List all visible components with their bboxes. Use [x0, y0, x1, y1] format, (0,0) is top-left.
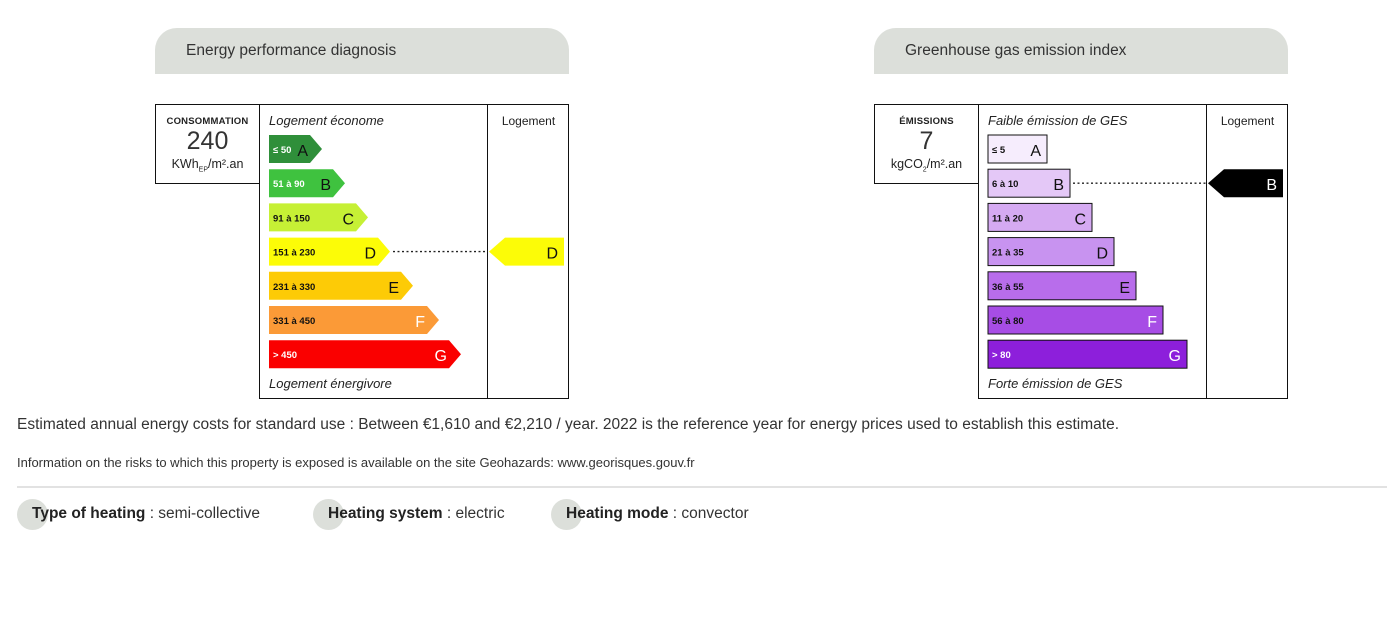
ges-rating-grid: Faible émission de GES Forte émission de… [978, 104, 1288, 399]
dpe-class-d: 151 à 230 D [269, 237, 488, 266]
dpe-bar-e [269, 271, 413, 300]
ges-class-f: 56 à 80 F [987, 305, 1164, 335]
dpe-range-label: 51 à 90 [273, 179, 305, 190]
ges-letter-label: A [1030, 143, 1041, 160]
ges-unit: kgCO2/m².an [890, 157, 963, 174]
ges-bottom-caption: Forte émission de GES [988, 376, 1123, 391]
ges-range-label: ≤ 5 [992, 145, 1006, 156]
dpe-range-label: 91 à 150 [273, 213, 310, 224]
ges-range-label: 36 à 55 [992, 282, 1024, 293]
dpe-class-a: ≤ 50 A [269, 135, 322, 163]
feature-dot [313, 499, 344, 530]
ges-class-a: ≤ 5 A [987, 134, 1048, 164]
ges-marker-arrow [1208, 169, 1283, 198]
feature-label: Heating mode [566, 505, 669, 522]
ges-bar-g [987, 339, 1188, 369]
feature-value: : semi-collective [145, 505, 260, 522]
ges-value-box: ÉMISSIONS 7 kgCO2/m².an [874, 104, 979, 184]
dpe-bar-d [269, 237, 390, 266]
dpe-panel-header: Energy performance diagnosis [155, 28, 569, 74]
dpe-column-title: Logement [501, 114, 556, 128]
dpe-class-c: 91 à 150 C [269, 203, 368, 232]
dpe-marker-letter: D [546, 246, 558, 263]
ges-column-title: Logement [1220, 114, 1275, 128]
ges-range-label: 56 à 80 [992, 316, 1024, 327]
dpe-class-e: 231 à 330 E [269, 271, 413, 300]
dpe-marker-arrow [489, 237, 564, 266]
ges-bar-a [987, 134, 1048, 164]
dpe-rating-grid: Logement économe Logement énergivore Log… [259, 104, 569, 399]
ges-class-c: 11 à 20 C [987, 202, 1093, 232]
ges-rating-bars: ≤ 5 A 6 à 10 B B 11 à 20 C 21 à 35 D 36 à 55 E 56 à… [987, 134, 1283, 369]
ges-range-label: 11 à 20 [992, 213, 1023, 224]
feature-value: : electric [442, 505, 505, 522]
dpe-value: 240 [186, 127, 229, 155]
dpe-bottom-caption: Logement énergivore [269, 376, 392, 391]
dpe-range-label: 331 à 450 [273, 316, 315, 327]
ges-marker-letter: B [1266, 177, 1277, 194]
ges-letter-label: E [1119, 280, 1130, 297]
dpe-letter-label: F [415, 314, 425, 331]
dpe-value-label: CONSOMMATION [166, 116, 249, 127]
dpe-letter-label: G [435, 348, 447, 365]
ges-bar-c [987, 202, 1093, 232]
ges-column-divider [1206, 105, 1207, 398]
ges-letter-label: C [1074, 211, 1086, 228]
dpe-rating-bars: ≤ 50 A 51 à 90 B 91 à 150 C 151 à 230 D D 231 à 3… [269, 135, 564, 369]
feature-value: : convector [668, 505, 749, 522]
risk-information: Information on the risks to which this p… [17, 455, 695, 470]
ges-letter-label: D [1096, 246, 1108, 263]
dpe-letter-label: B [320, 177, 331, 194]
dpe-bar-g [269, 340, 461, 369]
ges-range-label: > 80 [992, 350, 1011, 361]
dpe-top-caption: Logement économe [269, 113, 384, 128]
ges-class-e: 36 à 55 E [987, 271, 1137, 301]
dpe-selected-marker: D [489, 237, 564, 266]
ges-bar-b [987, 168, 1071, 198]
ges-class-d: 21 à 35 D [987, 237, 1115, 267]
dpe-class-f: 331 à 450 F [269, 306, 439, 334]
dpe-range-label: 231 à 330 [273, 282, 315, 293]
feature-label: Type of heating [32, 505, 146, 522]
ges-class-g: > 80 G [987, 339, 1188, 369]
ges-selected-marker: B [1208, 169, 1283, 198]
ges-range-label: 6 à 10 [992, 179, 1018, 190]
ges-range-label: 21 à 35 [992, 248, 1024, 259]
ges-letter-label: G [1169, 348, 1181, 365]
ges-panel-header: Greenhouse gas emission index [874, 28, 1288, 74]
ges-panel-title: Greenhouse gas emission index [905, 42, 1127, 59]
energy-cost-estimate: Estimated annual energy costs for standa… [17, 416, 1120, 433]
ges-value: 7 [919, 127, 934, 155]
ges-letter-label: F [1147, 314, 1157, 331]
ges-bar-e [987, 271, 1137, 301]
dpe-range-label: > 450 [273, 350, 297, 361]
ges-value-label: ÉMISSIONS [899, 116, 954, 127]
feature-dot [17, 499, 48, 530]
dpe-bar-c [269, 203, 368, 232]
dpe-range-label: 151 à 230 [273, 248, 315, 259]
dpe-letter-label: A [297, 143, 308, 160]
dpe-letter-label: D [364, 246, 376, 263]
dpe-value-box: CONSOMMATION 240 KWhEP/m².an [155, 104, 260, 184]
feature-label: Heating system [328, 505, 443, 522]
dpe-unit: KWhEP/m².an [171, 157, 244, 174]
ges-class-b: 6 à 10 B [987, 168, 1207, 198]
dpe-panel-title: Energy performance diagnosis [186, 42, 397, 59]
ges-top-caption: Faible émission de GES [988, 113, 1128, 128]
ges-bar-f [987, 305, 1164, 335]
dpe-bar-b [269, 169, 345, 198]
dpe-range-label: ≤ 50 [273, 145, 291, 156]
ges-letter-label: B [1053, 177, 1064, 194]
ges-bar-d [987, 237, 1115, 267]
dpe-letter-label: E [388, 280, 399, 297]
dpe-bar-f [269, 306, 439, 334]
feature-dot [551, 499, 582, 530]
dpe-bar-a [269, 135, 322, 163]
section-divider [17, 486, 1387, 488]
dpe-letter-label: C [342, 211, 354, 228]
dpe-class-b: 51 à 90 B [269, 169, 345, 198]
dpe-class-g: > 450 G [269, 340, 461, 369]
